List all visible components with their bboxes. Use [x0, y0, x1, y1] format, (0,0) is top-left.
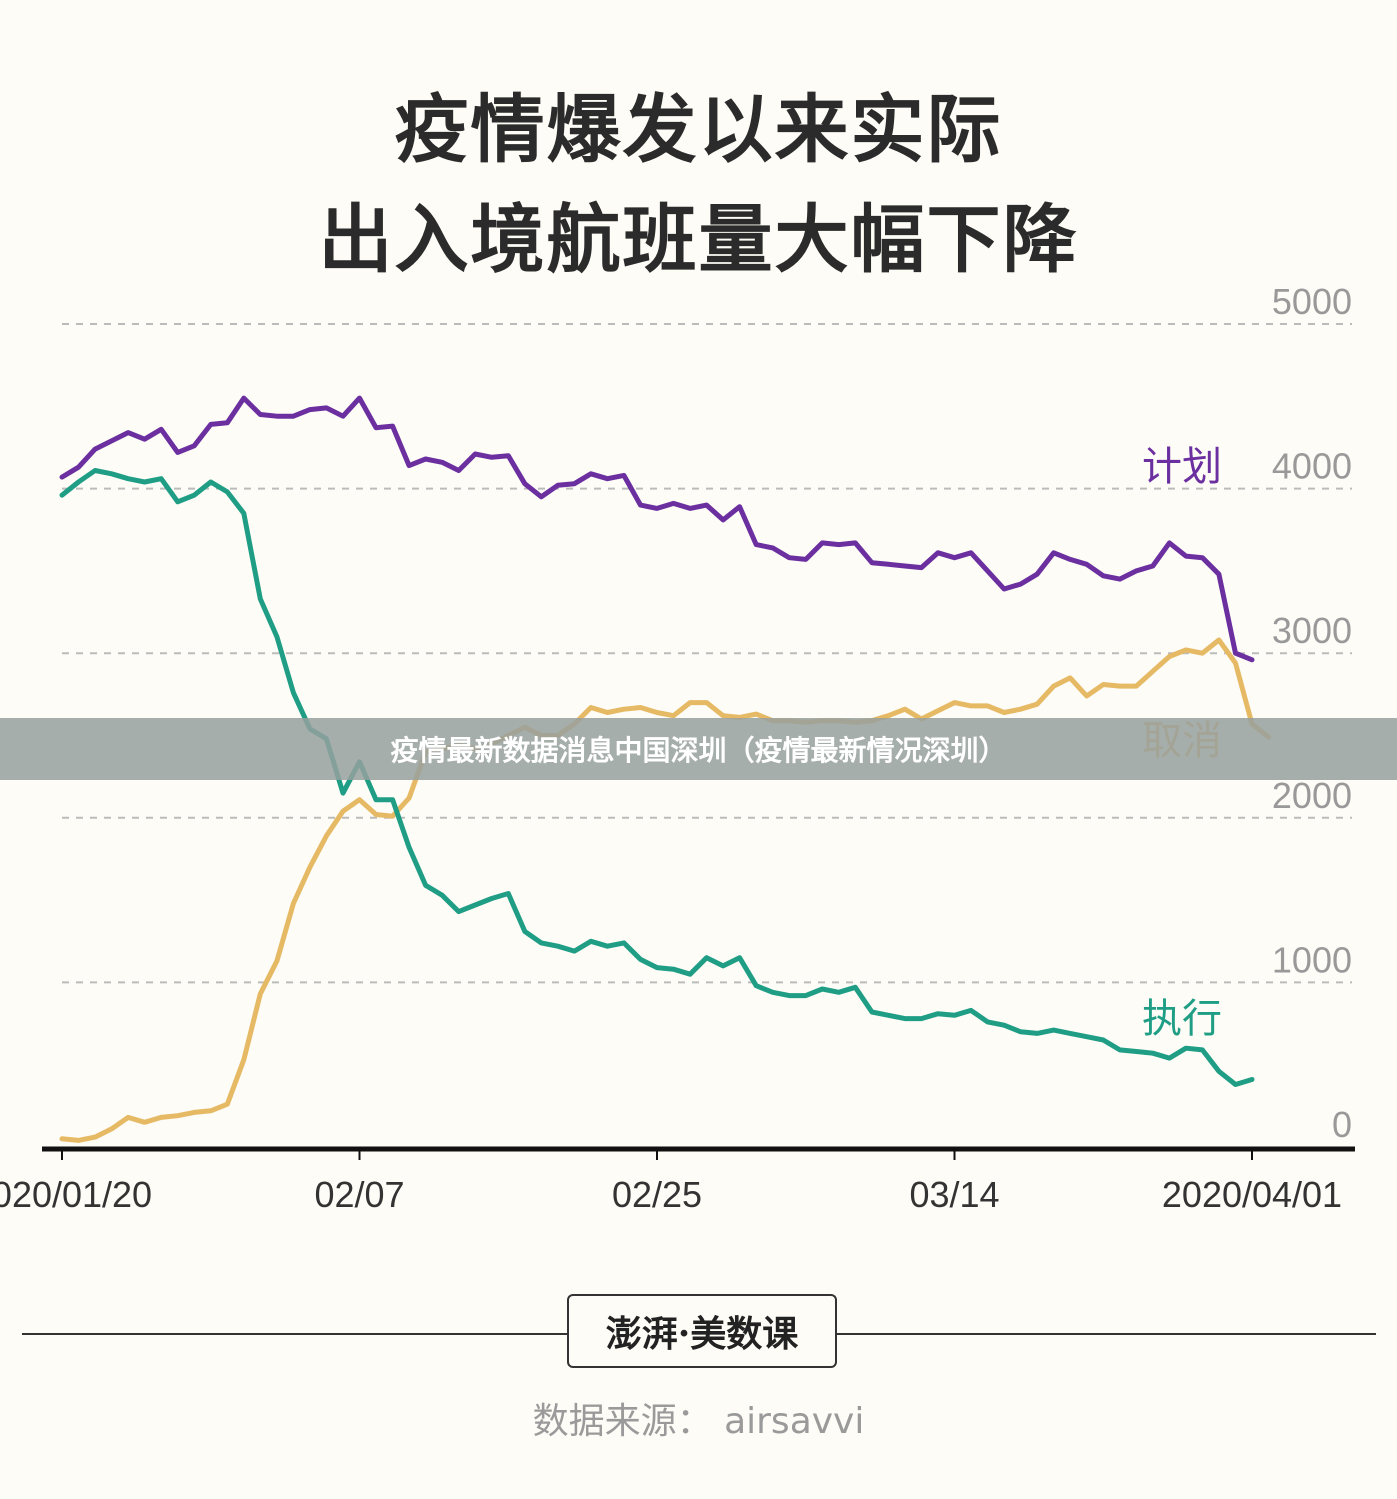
- series-label-plan: 计划: [1142, 444, 1222, 490]
- x-tick-label: 02/25: [612, 1174, 702, 1215]
- data-source: 数据来源： airsavvi: [532, 1401, 865, 1442]
- x-tick-labels: 2020/01/20 02/07 02/25 03/14 2020/04/01: [0, 1174, 1342, 1215]
- y-tick-label: 4000: [1272, 446, 1352, 487]
- x-tick-label: 2020/04/01: [1162, 1174, 1342, 1215]
- series-label-executed: 执行: [1142, 996, 1222, 1042]
- footer-divider-left: [22, 1333, 567, 1335]
- footer-divider-right: [833, 1333, 1376, 1335]
- overlay-caption-text: 疫情最新数据消息中国深圳（疫情最新情况深圳）: [390, 734, 1007, 767]
- x-tick-label: 2020/01/20: [0, 1174, 152, 1215]
- y-tick-label: 1000: [1272, 939, 1352, 980]
- x-tick-label: 02/07: [314, 1174, 404, 1215]
- series-line-cancel: [59, 637, 1271, 1143]
- chart-title-line1: 疫情爆发以来实际: [394, 87, 1003, 173]
- brand-logo: 澎湃·美数课: [567, 1294, 837, 1368]
- x-tick-label: 03/14: [909, 1174, 999, 1215]
- series-line-executed: [59, 468, 1255, 1087]
- gridlines: [62, 323, 1352, 984]
- brand-logo-text: 澎湃·美数课: [605, 1313, 799, 1355]
- y-tick-label: 5000: [1272, 281, 1352, 322]
- chart-title-line2: 出入境航班量大幅下降: [318, 197, 1079, 283]
- y-tick-label: 0: [1332, 1104, 1352, 1145]
- y-tick-label: 3000: [1272, 610, 1352, 651]
- y-tick-labels: 0 1000 2000 3000 4000 5000: [1272, 281, 1352, 1145]
- series-lines: [59, 395, 1271, 1143]
- x-axis: [42, 1146, 1355, 1160]
- y-tick-label: 2000: [1272, 775, 1352, 816]
- overlay-caption-banner: 疫情最新数据消息中国深圳（疫情最新情况深圳）: [0, 718, 1397, 780]
- series-line-plan: [59, 395, 1255, 663]
- line-chart: 0 1000 2000 3000 4000 5000 2020/01/20 02/07 02/…: [0, 281, 1355, 1215]
